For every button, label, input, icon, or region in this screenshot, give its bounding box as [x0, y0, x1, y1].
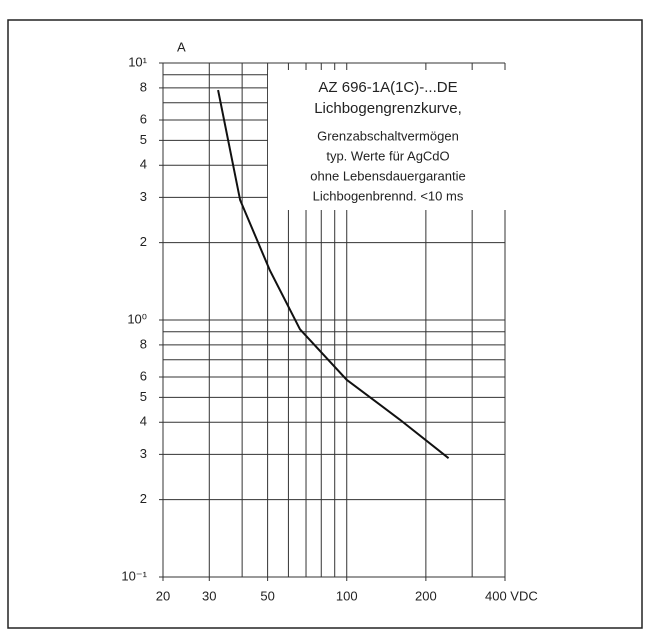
- annotation: ohne Lebensdauergarantie: [310, 168, 465, 183]
- frame: [7, 19, 643, 629]
- annotation: typ. Werte für AgCdO: [326, 148, 449, 163]
- y-tick-label: 2: [140, 491, 147, 506]
- y-tick-label: 10¹: [128, 54, 147, 69]
- y-tick-label: 3: [140, 189, 147, 204]
- curve: [217, 89, 450, 459]
- y-tick-label: 8: [140, 79, 147, 94]
- y-tick-label: 5: [140, 389, 147, 404]
- y-tick-label: 6: [140, 111, 147, 126]
- y-axis-label: A: [177, 39, 186, 54]
- annotation: Lichbogenbrennd. <10 ms: [313, 188, 464, 203]
- annotation: AZ 696-1A(1C)-...DE: [318, 79, 457, 96]
- x-tick-label: 20: [156, 588, 170, 603]
- y-tick-label: 2: [140, 234, 147, 249]
- y-tick-label: 6: [140, 368, 147, 383]
- y-tick-label: 4: [140, 157, 147, 172]
- annotation: Grenzabschaltvermögen: [317, 128, 459, 143]
- x-tick-label: 200: [415, 588, 437, 603]
- x-tick-label: 50: [260, 588, 274, 603]
- annotation-box: [268, 70, 506, 210]
- y-tick-label: 8: [140, 336, 147, 351]
- y-tick-label: 3: [140, 446, 147, 461]
- annotation: Lichbogengrenzkurve,: [314, 100, 462, 117]
- x-tick-label: 400 VDC: [485, 588, 538, 603]
- x-tick-label: 30: [202, 588, 216, 603]
- y-tick-label: 4: [140, 414, 147, 429]
- x-tick-label: 100: [336, 588, 358, 603]
- y-tick-label: 10⁰: [127, 311, 147, 326]
- y-tick-label: 10⁻¹: [121, 568, 147, 583]
- y-tick-label: 5: [140, 132, 147, 147]
